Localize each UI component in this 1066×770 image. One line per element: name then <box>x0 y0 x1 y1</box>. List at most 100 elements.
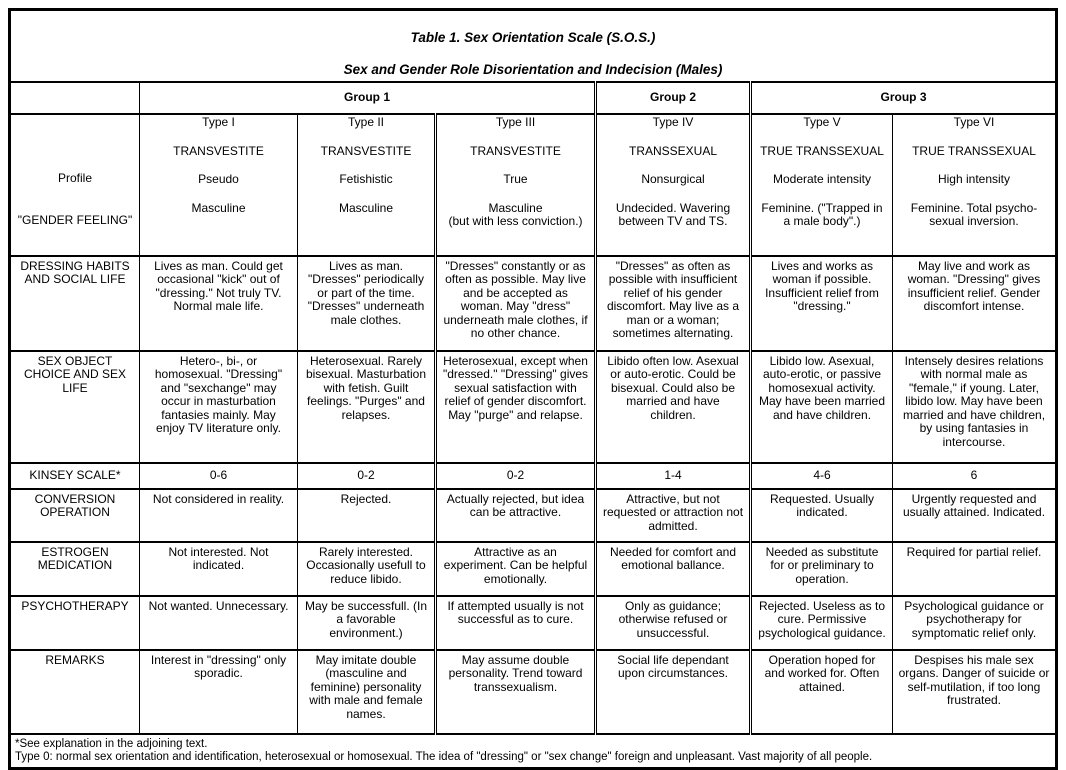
type-label: TRANSSEXUAL <box>628 143 718 158</box>
table-cell: 0-2 <box>297 462 436 490</box>
footnote-type-0: Type 0: normal sex orientation and ident… <box>15 750 873 763</box>
footnote-kinsey: *See explanation in the adjoining text. <box>15 737 208 750</box>
type-4-profile: Type IV TRANSSEXUAL Nonsurgical Undecided. … <box>594 113 751 257</box>
table-cell: Rarely interested. Occasionally usefull … <box>297 541 436 597</box>
type-name: Type V <box>803 115 841 129</box>
type-name: Type III <box>495 115 536 129</box>
table-cell: May imitate double (masculine and femini… <box>297 649 436 734</box>
table-cell: "Dresses" as often as possible with insu… <box>594 255 751 352</box>
table-cell: 0-6 <box>139 462 298 490</box>
table-cell: Not interested. Not indicated. <box>139 541 298 597</box>
table-cell: 0-2 <box>434 462 596 490</box>
empty-cell <box>10 81 140 115</box>
type-subtype: Nonsurgical <box>641 172 705 186</box>
type-name: Type IV <box>652 115 694 129</box>
profile-label-cell: Profile "GENDER FEELING" <box>10 113 140 257</box>
table-cell: Heterosexual. Rarely bisexual. Masturbat… <box>297 350 436 464</box>
table-cell: May live and work as woman. "Dressing" g… <box>892 255 1056 352</box>
group-2-header: Group 2 <box>594 81 751 115</box>
type-name: Type II <box>347 115 385 129</box>
table-cell: Actually rejected, but idea can be attra… <box>434 488 596 543</box>
type-subtype: Moderate intensity <box>772 172 872 186</box>
table-row: DRESSING HABITS AND SOCIAL LIFE Lives as … <box>10 255 1056 352</box>
type-label: TRANSVESTITE <box>470 143 561 158</box>
gender-feeling: Feminine. Total psycho- sexual inversion… <box>910 200 1038 228</box>
table-cell: Not considered in reality. <box>139 488 298 543</box>
table-cell: 1-4 <box>594 462 751 490</box>
gender-feeling-label: "GENDER FEELING" <box>17 212 133 227</box>
row-label: REMARKS <box>10 649 140 734</box>
title-line-2: Sex and Gender Role Disorientation and I… <box>343 62 723 77</box>
table-cell: Lives and works as woman if possible. In… <box>749 255 893 352</box>
table-row: REMARKS Interest in "dressing" only spora… <box>10 649 1056 734</box>
table-row: ESTROGEN MEDICATION Not interested. Not i… <box>10 541 1056 597</box>
table-cell: Operation hoped for and worked for. Ofte… <box>749 649 893 734</box>
table-cell: Rejected. Useless as to cure. Permissive… <box>749 595 893 651</box>
profile-label-blank <box>11 129 139 158</box>
table-cell: Requested. Usually indicated. <box>749 488 893 543</box>
table-cell: Interest in "dressing" only sporadic. <box>139 649 298 734</box>
type-name: Type VI <box>953 115 995 129</box>
table-cell: May assume double personality. Trend tow… <box>434 649 596 734</box>
table-cell: Lives as man. Could get occasional "kick… <box>139 255 298 352</box>
table-cell: May be successfull. (In a favorable envi… <box>297 595 436 651</box>
gender-feeling: Masculine (but with less conviction.) <box>448 200 583 228</box>
type-1-profile: Type I TRANSVESTITE Pseudo Masculine <box>139 113 298 257</box>
type-name: Type I <box>202 115 235 129</box>
table-cell: Libido often low. Asexual or auto-erotic… <box>594 350 751 464</box>
table-cell: "Dresses" constantly or as often as poss… <box>434 255 596 352</box>
row-label: DRESSING HABITS AND SOCIAL LIFE <box>10 255 140 352</box>
table-cell: Urgently requested and usually attained.… <box>892 488 1056 543</box>
table-cell: Social life dependant upon circumstances… <box>594 649 751 734</box>
table-cell: 4-6 <box>749 462 893 490</box>
type-label: TRUE TRANSSEXUAL <box>912 143 1036 158</box>
type-label: TRUE TRANSSEXUAL <box>760 143 884 158</box>
table-row: PSYCHOTHERAPY Not wanted. Unnecessary. May… <box>10 595 1056 651</box>
table: Table 1. Sex Orientation Scale (S.O.S.) … <box>10 10 1056 768</box>
table-title: Table 1. Sex Orientation Scale (S.O.S.) … <box>10 10 1056 83</box>
table-cell: Psychological guidance or psychotherapy … <box>892 595 1056 651</box>
table-cell: Heterosexual, except when "dressed." "Dr… <box>434 350 596 464</box>
type-subtype: True <box>503 172 528 186</box>
sex-orientation-scale-table: Table 1. Sex Orientation Scale (S.O.S.) … <box>8 8 1058 770</box>
footnote-row: *See explanation in the adjoining text. T… <box>10 732 1056 768</box>
profile-label: Profile <box>57 170 92 185</box>
table-cell: Rejected. <box>297 488 436 543</box>
table-cell: Attractive, but not requested or attract… <box>594 488 751 543</box>
table-cell: Needed as substitute for or preliminary … <box>749 541 893 597</box>
table-cell: If attempted usually is not successful a… <box>434 595 596 651</box>
table-cell: Only as guidance; otherwise refused or u… <box>594 595 751 651</box>
table-cell: Required for partial relief. <box>892 541 1056 597</box>
table-row: CONVERSION OPERATION Not considered in re… <box>10 488 1056 543</box>
type-label: TRANSVESTITE <box>173 143 264 158</box>
group-header-row: Group 1 Group 2 Group 3 <box>10 81 1056 115</box>
group-3-header: Group 3 <box>749 81 1056 115</box>
type-6-profile: Type VI TRUE TRANSSEXUAL High intensity Fem… <box>892 113 1056 257</box>
type-label: TRANSVESTITE <box>320 143 412 158</box>
row-label: ESTROGEN MEDICATION <box>10 541 140 597</box>
table-row: KINSEY SCALE* 0-6 0-2 0-2 1-4 4-6 6 <box>10 462 1056 490</box>
table-cell: Hetero-, bi-, or homosexual. "Dressing" … <box>139 350 298 464</box>
gender-feeling: Masculine <box>191 200 246 215</box>
profile-row: Profile "GENDER FEELING" Type I TRANSVEST… <box>10 113 1056 257</box>
gender-feeling: Feminine. ("Trapped in a male body".) <box>761 200 883 228</box>
gender-feeling: Masculine <box>338 200 394 215</box>
table-cell: Intensely desires relations with normal … <box>892 350 1056 464</box>
row-label: CONVERSION OPERATION <box>10 488 140 543</box>
row-label: PSYCHOTHERAPY <box>10 595 140 651</box>
footnotes: *See explanation in the adjoining text. T… <box>10 732 1056 768</box>
table-cell: Despises his male sex organs. Danger of … <box>892 649 1056 734</box>
row-label: KINSEY SCALE* <box>10 462 140 490</box>
table-cell: Lives as man. "Dresses" periodically or … <box>297 255 436 352</box>
group-1-header: Group 1 <box>139 81 596 115</box>
type-subtype: Pseudo <box>198 172 239 186</box>
type-2-profile: Type II TRANSVESTITE Fetishistic Masculine <box>297 113 436 257</box>
type-subtype: Fetishistic <box>339 172 393 186</box>
table-cell: Libido low. Asexual, auto-erotic, or pas… <box>749 350 893 464</box>
type-3-profile: Type III TRANSVESTITE True Masculine (but w… <box>434 113 596 257</box>
table-cell: Attractive as an experiment. Can be help… <box>434 541 596 597</box>
table-cell: Not wanted. Unnecessary. <box>139 595 298 651</box>
title-row: Table 1. Sex Orientation Scale (S.O.S.) … <box>10 10 1056 83</box>
row-label: SEX OBJECT CHOICE AND SEX LIFE <box>10 350 140 464</box>
title-line-1: Table 1. Sex Orientation Scale (S.O.S.) <box>410 30 656 45</box>
